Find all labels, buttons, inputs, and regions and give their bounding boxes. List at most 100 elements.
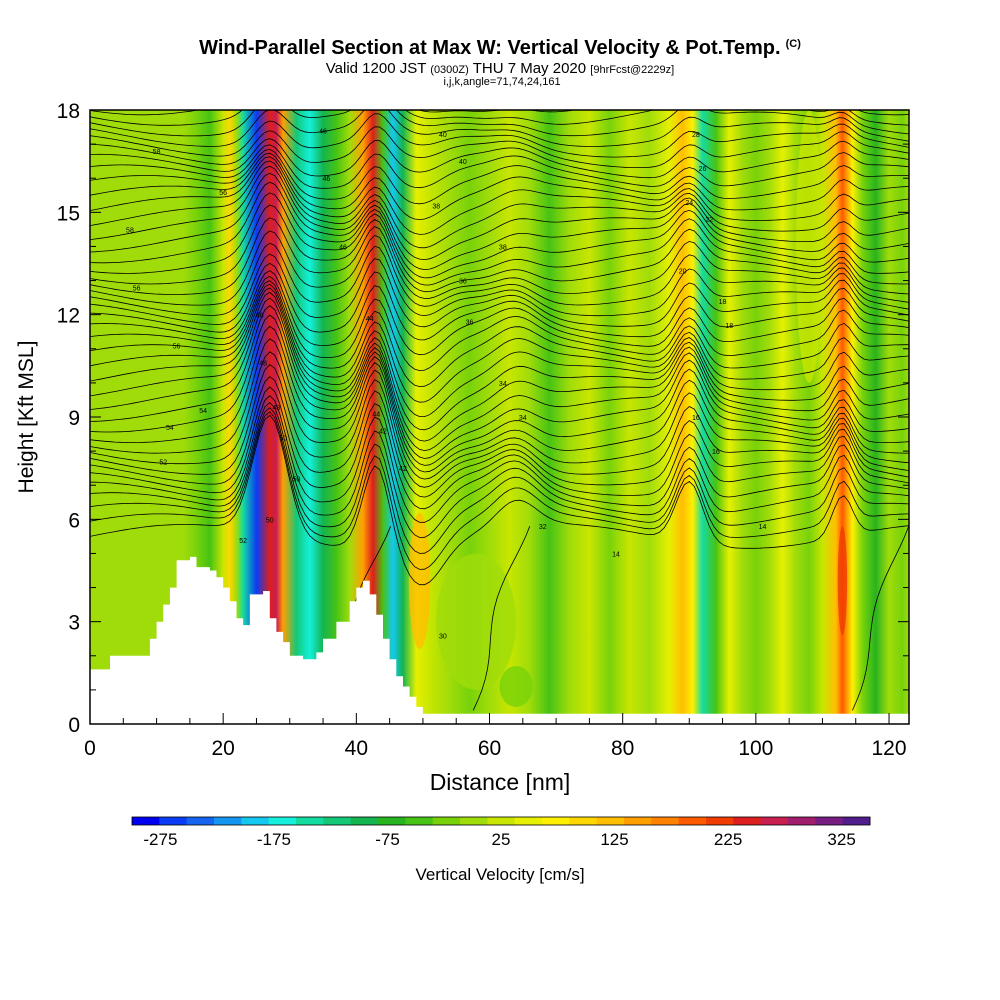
colorbar-bin-15 xyxy=(542,817,570,825)
theta-label-19: 44 xyxy=(372,412,380,419)
colorbar-bin-21 xyxy=(706,817,734,825)
theta-contour-34 xyxy=(90,144,909,189)
svg-text:56: 56 xyxy=(133,285,141,292)
velocity-patch-updraft-core-50nm xyxy=(408,512,431,649)
theta-contour-31 xyxy=(90,156,909,235)
theta-contour-9 xyxy=(90,338,909,473)
colorbar-tick-325: 325 xyxy=(827,830,855,849)
theta-contour-35 xyxy=(90,138,909,179)
colorbar-bin-14 xyxy=(514,817,543,825)
valid-date: THU 7 May 2020 xyxy=(472,60,587,77)
colorbar-tick-225: 225 xyxy=(714,830,742,849)
theta-label-38: 18 xyxy=(725,323,733,330)
svg-text:48: 48 xyxy=(259,360,267,367)
theta-label-5: 54 xyxy=(199,408,207,415)
theta-label-18: 44 xyxy=(366,316,374,323)
colorbar-bin-4 xyxy=(241,817,270,825)
colorbar-bin-11 xyxy=(432,817,461,825)
theta-contour-29 xyxy=(90,165,909,261)
theta-label-36: 20 xyxy=(679,268,687,275)
svg-text:28: 28 xyxy=(692,132,700,139)
copyright-mark: (C) xyxy=(785,38,801,50)
plot-area: 58 56 58 56 56 54 54 52 52 50 50 50 48 48 48 46 46 46 44 44… xyxy=(90,110,909,724)
svg-text:40: 40 xyxy=(459,159,467,166)
theta-contour-23 xyxy=(90,230,909,307)
theta-contour-17 xyxy=(90,280,909,388)
colorbar-bin-1 xyxy=(159,817,188,825)
theta-contour-1 xyxy=(90,411,909,570)
theta-contour-low-2 xyxy=(852,526,909,711)
colorbar-bin-17 xyxy=(596,817,625,825)
svg-text:50: 50 xyxy=(279,435,287,442)
theta-label-16: 46 xyxy=(322,176,330,183)
colorbar-bin-18 xyxy=(624,817,652,825)
y-tick-label-9: 9 xyxy=(68,407,80,430)
theta-contours xyxy=(90,110,909,711)
colorbar-bin-23 xyxy=(760,817,789,825)
theta-contour-4 xyxy=(90,395,909,523)
theta-label-21: 42 xyxy=(399,466,407,473)
theta-label-2: 58 xyxy=(126,227,134,234)
theta-label-35: 22 xyxy=(705,217,713,224)
theta-label-32: 28 xyxy=(692,132,700,139)
theta-label-27: 36 xyxy=(466,319,474,326)
valid-time: Valid 1200 JST xyxy=(325,60,427,77)
svg-text:38: 38 xyxy=(432,204,440,211)
theta-label-12: 48 xyxy=(273,405,281,412)
theta-contour-11 xyxy=(90,314,909,459)
svg-text:14: 14 xyxy=(759,524,767,531)
theta-label-42: 14 xyxy=(612,551,620,558)
theta-label-11: 50 xyxy=(279,435,287,442)
colorbar: -275 -175 -75 25 125 225 325 xyxy=(131,816,871,849)
theta-label-22: 40 xyxy=(439,132,447,139)
utc-time: (0300Z) xyxy=(430,64,469,76)
theta-contour-27 xyxy=(90,181,909,279)
svg-text:50: 50 xyxy=(266,517,274,524)
theta-label-34: 24 xyxy=(685,200,693,207)
colorbar-tick-125: 125 xyxy=(600,830,628,849)
x-tick-label-0: 0 xyxy=(84,737,96,760)
theta-label-3: 56 xyxy=(133,285,141,292)
y-axis-label: Height [Kft MSL] xyxy=(15,341,38,494)
colorbar-tick-25: 25 xyxy=(492,830,511,849)
colorbar-bin-13 xyxy=(487,817,516,825)
theta-contour-36 xyxy=(90,126,909,168)
colorbar-tick--75: -75 xyxy=(375,830,400,849)
colorbar-bin-12 xyxy=(460,817,488,825)
title-main: Wind-Parallel Section at Max W: Vertical… xyxy=(199,37,781,59)
svg-text:48: 48 xyxy=(273,405,281,412)
theta-contour-18 xyxy=(90,275,909,372)
svg-text:50: 50 xyxy=(293,476,301,483)
svg-text:44: 44 xyxy=(366,316,374,323)
theta-contour-22 xyxy=(90,242,909,317)
y-tick-label-15: 15 xyxy=(57,202,80,225)
terrain xyxy=(90,556,909,724)
theta-contour-39 xyxy=(90,110,909,137)
velocity-patch-weak-downdraft-64nm xyxy=(499,665,533,707)
colorbar-bin-7 xyxy=(323,817,352,825)
svg-text:42: 42 xyxy=(379,429,387,436)
svg-text:56: 56 xyxy=(219,190,227,197)
x-tick-label-80: 80 xyxy=(611,737,634,760)
theta-contour-low-1 xyxy=(472,526,531,711)
theta-contour-12 xyxy=(90,305,909,452)
colorbar-bin-6 xyxy=(296,817,324,825)
colorbar-bin-8 xyxy=(350,817,379,825)
x-tick-label-20: 20 xyxy=(211,737,234,760)
theta-contour-21 xyxy=(90,253,909,328)
colorbar-bin-9 xyxy=(378,817,406,825)
theta-label-30: 32 xyxy=(539,524,547,531)
svg-text:32: 32 xyxy=(539,524,547,531)
svg-text:44: 44 xyxy=(372,412,380,419)
colorbar-bin-25 xyxy=(815,817,844,825)
colorbar-bin-3 xyxy=(214,817,242,825)
svg-text:56: 56 xyxy=(173,343,181,350)
y-tick-label-6: 6 xyxy=(68,509,80,532)
theta-label-8: 52 xyxy=(239,538,247,545)
theta-contour-38 xyxy=(90,110,909,147)
colorbar-bin-22 xyxy=(733,817,762,825)
svg-text:36: 36 xyxy=(466,319,474,326)
theta-contour-0 xyxy=(90,414,909,586)
theta-label-25: 38 xyxy=(499,244,507,251)
theta-contour-10 xyxy=(90,325,909,466)
